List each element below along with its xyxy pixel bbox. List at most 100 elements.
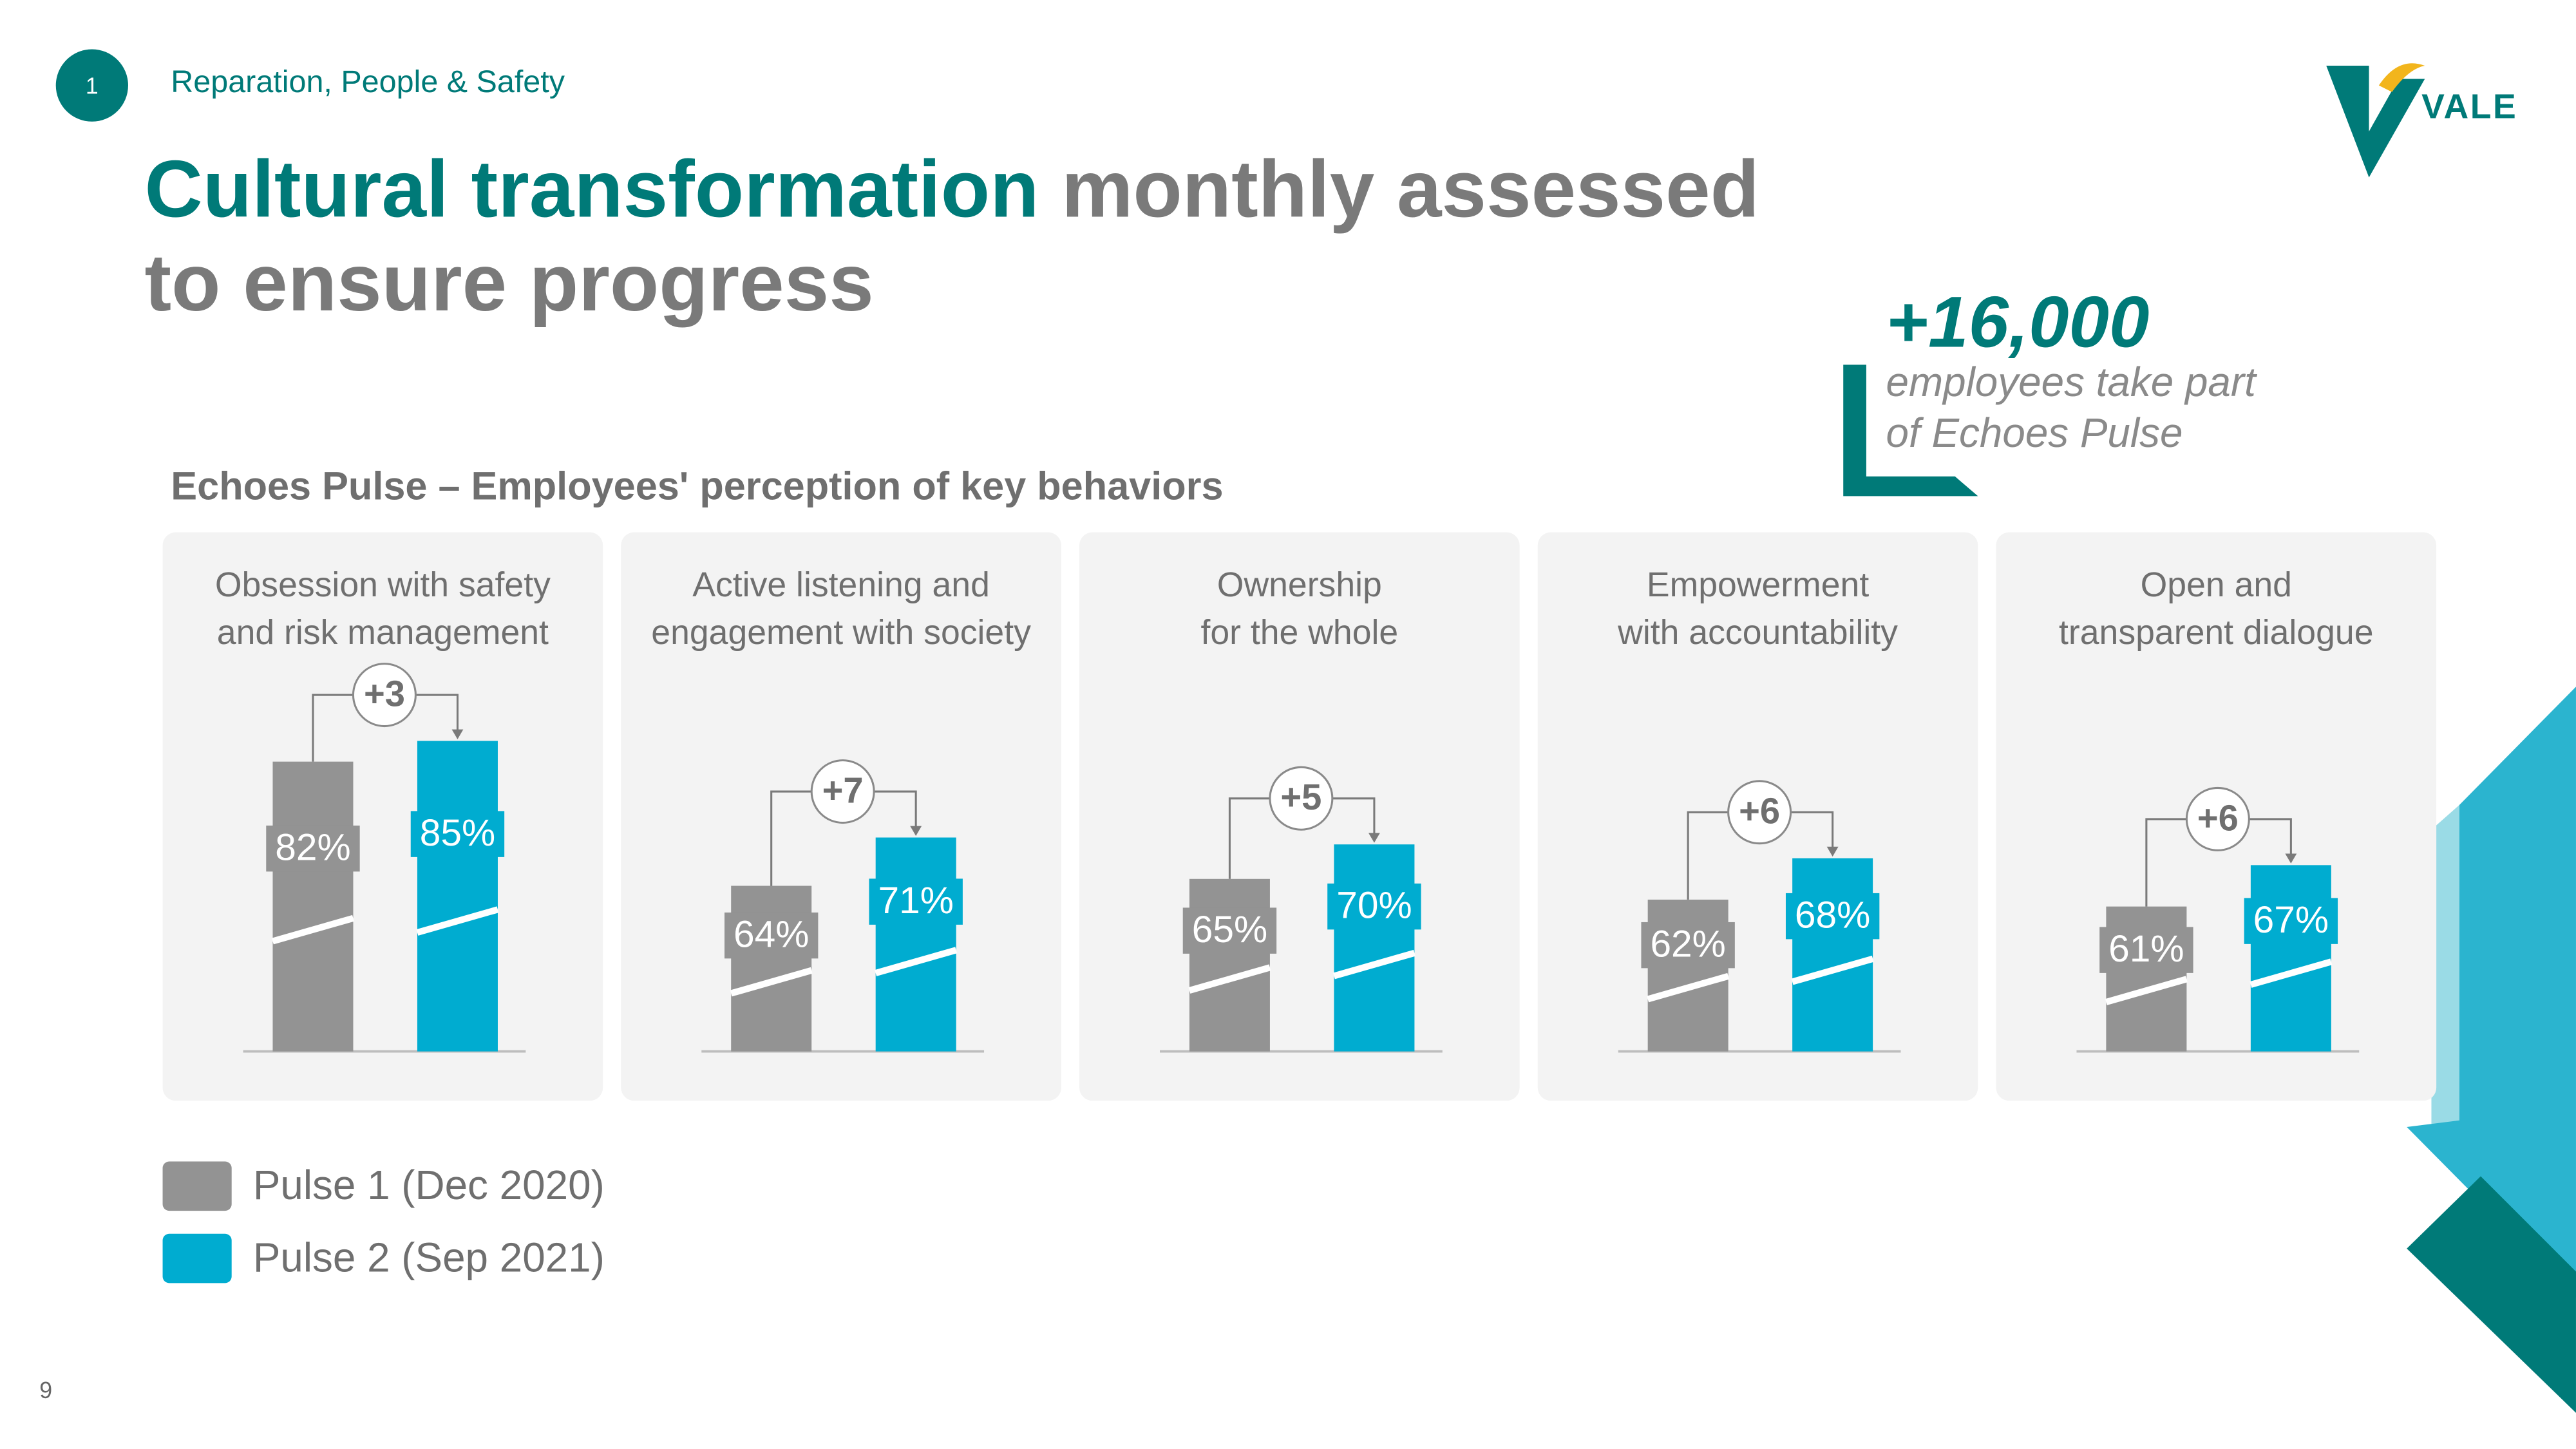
callout-bracket	[1843, 365, 1978, 497]
category-label: Empowerment with accountability	[1618, 567, 1898, 652]
connector	[312, 694, 354, 762]
title-highlight: Cultural transformation	[144, 146, 1039, 235]
panel: Ownership for the whole 65% 70% +5	[1079, 532, 1520, 1101]
axis-break	[875, 947, 958, 976]
axis-break	[2105, 976, 2188, 1005]
arrowhead	[1826, 846, 1839, 857]
bar	[1189, 878, 1270, 1052]
arrowhead	[2285, 853, 2297, 864]
value-label: 65%	[1192, 909, 1267, 951]
connector	[1228, 797, 1270, 879]
axis-break	[2249, 958, 2333, 988]
value-label: 67%	[2253, 899, 2329, 941]
arrowhead	[451, 729, 464, 739]
shape	[2431, 804, 2459, 1134]
value-label-bg	[410, 811, 505, 857]
connector	[1790, 811, 1834, 849]
panel-plot: 82% 85% +3	[243, 663, 526, 1053]
annotation-circle	[1727, 780, 1792, 845]
title: Cultural transformation monthly assessed…	[144, 144, 1759, 332]
callout-value: +16,000	[1886, 282, 2150, 363]
value-label: 70%	[1336, 885, 1412, 927]
axis-break	[1333, 949, 1416, 980]
connector	[874, 790, 917, 828]
bar	[272, 761, 354, 1052]
legend-label: Pulse 2 (Sep 2021)	[252, 1235, 605, 1282]
logo-swoosh	[2378, 63, 2425, 92]
connector	[415, 694, 459, 732]
connector	[770, 790, 812, 886]
annotation: +3	[364, 673, 405, 714]
logo-text: VALE	[2421, 88, 2518, 127]
panel: Active listening and engagement with soc…	[621, 532, 1061, 1101]
panel-plot: 62% 68% +6	[1618, 780, 1901, 1053]
bar	[1334, 844, 1415, 1052]
bar	[731, 886, 812, 1052]
connector	[1332, 797, 1376, 835]
shape	[2407, 1176, 2576, 1413]
panel: Empowerment with accountability 62% 68% +6	[1537, 532, 1978, 1101]
bar	[1792, 858, 1873, 1052]
value-label-bg	[724, 912, 819, 959]
annotation: +5	[1280, 777, 1321, 817]
category-label: Open and transparent dialogue	[2059, 567, 2374, 652]
category-label: Ownership for the whole	[1200, 567, 1399, 652]
value-label-bg	[2099, 927, 2193, 973]
value-label: 82%	[275, 827, 350, 869]
annotation-circle	[352, 663, 417, 728]
connector	[2145, 818, 2187, 907]
value-label: 64%	[734, 914, 809, 956]
annotation: +6	[2197, 797, 2239, 838]
legend-label: Pulse 1 (Dec 2020)	[252, 1163, 605, 1209]
panel: Open and transparent dialogue 61% 67% +6	[1996, 532, 2437, 1101]
axis-break	[416, 906, 499, 936]
value-label-bg	[1641, 922, 1735, 969]
value-label: 61%	[2108, 928, 2184, 970]
chart-subtitle: Echoes Pulse – Employees' perception of …	[171, 464, 1224, 509]
panel-plot: 64% 71% +7	[701, 759, 985, 1053]
logo-mark	[2326, 66, 2425, 178]
annotation: +7	[822, 770, 864, 810]
category-label: Active listening and engagement with soc…	[651, 567, 1031, 652]
bar	[875, 837, 956, 1052]
value-label: 85%	[420, 812, 495, 854]
page-number: 9	[39, 1376, 53, 1403]
section-title: Reparation, People & Safety	[171, 66, 565, 100]
value-label: 68%	[1795, 895, 1870, 936]
arrowhead	[1368, 833, 1380, 843]
value-label-bg	[1327, 883, 1421, 930]
category-label: Obsession with safety and risk managemen…	[214, 567, 551, 652]
value-label-bg	[1182, 907, 1277, 954]
connector	[1687, 811, 1728, 900]
axis-break	[1647, 972, 1730, 1003]
annotation-circle	[810, 759, 875, 824]
legend-swatch	[162, 1233, 232, 1283]
callout-text: employees take part of Echoes Pulse	[1886, 359, 2256, 457]
value-label-bg	[2244, 898, 2338, 944]
bar	[417, 741, 498, 1052]
shape	[2407, 687, 2576, 1298]
value-label: 62%	[1650, 923, 1725, 965]
axis-break	[272, 914, 354, 945]
axis-break	[1188, 964, 1271, 994]
annotation-circle	[2185, 786, 2250, 851]
annotation-circle	[1269, 766, 1334, 831]
value-label-bg	[266, 825, 360, 872]
bar	[2250, 865, 2331, 1052]
arrowhead	[910, 826, 922, 836]
section-number: 1	[85, 72, 99, 99]
panel: Obsession with safety and risk managemen…	[162, 532, 603, 1101]
value-label: 71%	[878, 880, 953, 922]
axis-break	[730, 967, 813, 997]
annotation: +6	[1739, 791, 1780, 831]
title-rest: monthly assessed to ensure progress	[144, 146, 1760, 329]
value-label-bg	[1785, 893, 1880, 940]
panel-plot: 61% 67% +6	[2076, 786, 2360, 1053]
panel-plot: 65% 70% +5	[1160, 766, 1443, 1053]
section-badge	[55, 49, 128, 122]
axis-break	[1791, 955, 1874, 985]
value-label-bg	[869, 878, 963, 925]
legend-swatch	[162, 1161, 232, 1211]
